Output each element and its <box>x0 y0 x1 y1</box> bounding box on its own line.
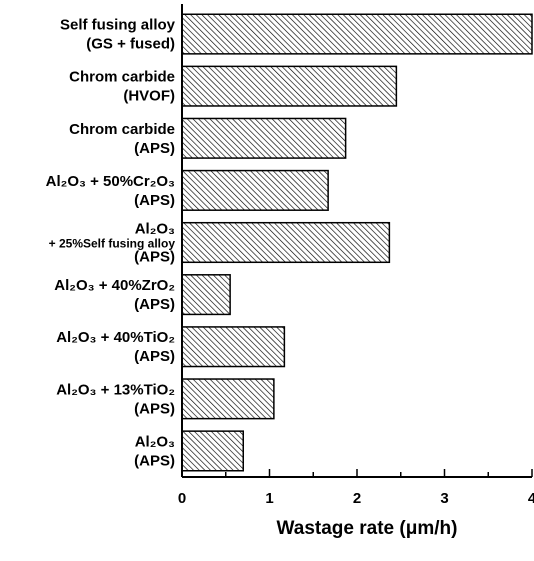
x-tick-labels-group: 0 1 2 3 4 <box>178 490 534 507</box>
plot-area: Self fusing alloy (GS + fused) Chrom carbi… <box>46 4 534 539</box>
category-label: (APS) <box>134 400 175 417</box>
bar-9 <box>181 430 244 472</box>
category-label: (APS) <box>134 452 175 469</box>
category-label: (APS) <box>134 296 175 313</box>
bar-4 <box>181 169 329 211</box>
category-label: Al₂O₃ + 40%TiO₂ <box>56 329 175 346</box>
x-tick-label: 0 <box>178 490 186 507</box>
category-label: Chrom carbide <box>69 69 175 86</box>
category-label: Al₂O₃ <box>135 433 175 450</box>
bar-3 <box>181 117 347 159</box>
x-tick-label: 3 <box>440 490 448 507</box>
bar-6 <box>181 274 231 316</box>
category-label: (APS) <box>134 348 175 365</box>
category-label: (APS) <box>134 140 175 157</box>
category-label: Chrom carbide <box>69 121 175 138</box>
x-axis-title: Wastage rate (μm/h) <box>277 518 458 539</box>
x-tick-label: 2 <box>353 490 361 507</box>
bar-1 <box>181 13 533 55</box>
x-tick-label: 1 <box>265 490 273 507</box>
category-labels-group: Self fusing alloy (GS + fused) Chrom carbi… <box>46 17 176 470</box>
category-label: Al₂O₃ + 40%ZrO₂ <box>54 277 175 294</box>
category-label: Self fusing alloy <box>60 17 176 34</box>
bars-group <box>181 13 533 472</box>
category-label: Al₂O₃ <box>135 221 175 238</box>
category-label: (GS + fused) <box>86 36 175 53</box>
category-label: (HVOF) <box>123 88 175 105</box>
bar-8 <box>181 378 275 420</box>
category-label: (APS) <box>134 192 175 209</box>
category-label: Al₂O₃ + 50%Cr₂O₃ <box>46 173 175 190</box>
category-label: (APS) <box>134 249 175 266</box>
bar-7 <box>181 326 286 368</box>
axes-group <box>181 4 533 478</box>
x-tick-label: 4 <box>528 490 534 507</box>
bar-2 <box>181 65 398 107</box>
category-label: + 25%Self fusing alloy <box>49 237 176 251</box>
bar-5 <box>181 221 391 264</box>
category-label: Al₂O₃ + 13%TiO₂ <box>56 381 175 398</box>
